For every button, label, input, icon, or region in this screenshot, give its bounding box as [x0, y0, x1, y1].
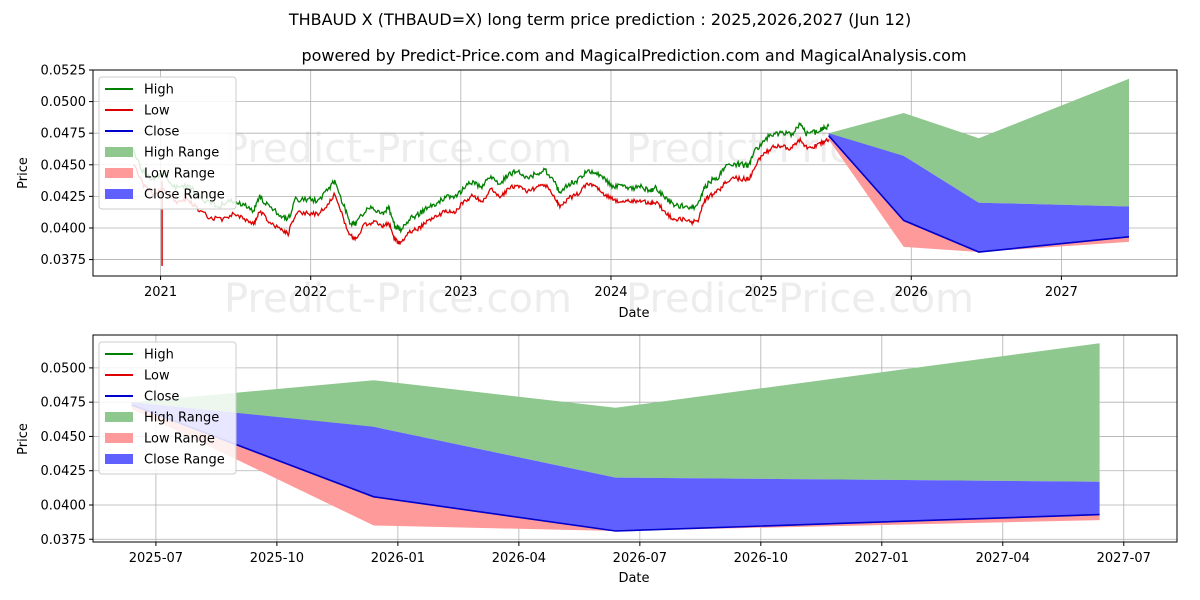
close-forecast-line: [131, 404, 1100, 532]
bottom-price-lines: [131, 404, 1100, 532]
bottom-y-axis: 0.0375 0.0400 0.0425 0.0450 0.0475 0.0500: [41, 361, 93, 548]
high-price-line: [132, 121, 830, 235]
bottom-range-areas: [131, 343, 1100, 531]
x-tick-label: 2026-04: [492, 551, 546, 566]
x-tick-label: 2022: [294, 285, 327, 300]
legend-label-low: Low: [144, 369, 170, 384]
low-range-area: [131, 404, 1100, 531]
x-tick-label: 2027-04: [976, 551, 1030, 566]
low-range-area: [828, 135, 1129, 252]
legend-label-close_range: Close Range: [144, 453, 225, 468]
legend-label-low: Low: [144, 104, 170, 119]
bottom-y-axis-label: Price: [16, 423, 31, 455]
top-y-axis: 0.0375 0.0400 0.0425 0.0450 0.0475 0.0500 0.05…: [41, 64, 93, 268]
legend-label-high: High: [144, 348, 174, 363]
y-tick-label: 0.0400: [41, 498, 87, 513]
top-legend: High Low Close High Range Low Range Close Ran…: [98, 76, 237, 210]
bottom-panel: Predict-Price.com Predict-Price.com 0.03…: [16, 334, 1178, 586]
y-tick-label: 0.0475: [41, 127, 87, 142]
legend-label-high_range: High Range: [144, 146, 219, 161]
legend-label-low_range: Low Range: [144, 432, 215, 447]
legend-label-close: Close: [144, 125, 179, 140]
legend-box: [98, 341, 237, 475]
close-range-area: [828, 133, 1129, 252]
top-x-axis: 2021 2022 2023 2024 2025 2026 2027: [144, 276, 1078, 300]
x-tick-label: 2026-07: [613, 551, 667, 566]
top-x-axis-label: Date: [618, 306, 649, 321]
legend-swatch-low_range: [105, 168, 133, 178]
y-tick-label: 0.0500: [41, 95, 87, 110]
legend-swatch-high_range: [105, 147, 133, 157]
high-range-area: [828, 78, 1129, 207]
top-y-axis-label: Price: [16, 157, 31, 189]
x-tick-label: 2024: [594, 285, 627, 300]
legend-label-close_range: Close Range: [144, 188, 225, 203]
watermark-text: Predict-Price.com: [224, 276, 572, 322]
x-tick-label: 2027-01: [855, 551, 909, 566]
x-tick-label: 2026: [895, 285, 928, 300]
x-tick-label: 2025-10: [250, 551, 304, 566]
high-range-area: [131, 343, 1100, 482]
watermark-text: Predict-Price.com: [224, 126, 572, 172]
top-range-areas: [828, 78, 1129, 252]
watermark-text: Predict-Price.com: [626, 276, 974, 322]
y-tick-label: 0.0525: [41, 64, 87, 79]
bottom-legend: High Low Close High Range Low Range Close Ran…: [98, 341, 237, 475]
y-tick-label: 0.0475: [41, 396, 87, 411]
chart-subtitle: powered by Predict-Price.com and Magical…: [301, 46, 966, 65]
legend-swatch-close_range: [105, 189, 133, 199]
legend-box: [98, 76, 237, 210]
legend-label-close: Close: [144, 390, 179, 405]
bottom-x-axis: 2025-07 2025-10 2026-01 2026-04 2026-07 2026-…: [129, 542, 1151, 566]
y-tick-label: 0.0400: [41, 221, 87, 236]
y-tick-label: 0.0375: [41, 253, 87, 268]
legend-swatch-low_range: [105, 433, 133, 443]
y-tick-label: 0.0425: [41, 190, 87, 205]
y-tick-label: 0.0375: [41, 533, 87, 548]
x-tick-label: 2025: [745, 285, 778, 300]
y-tick-label: 0.0450: [41, 430, 87, 445]
legend-label-high: High: [144, 83, 174, 98]
legend-swatch-close_range: [105, 454, 133, 464]
bottom-axes-frame: [92, 334, 1178, 543]
top-panel: Predict-Price.com Predict-Price.com Pred…: [16, 64, 1178, 322]
legend-swatch-high_range: [105, 412, 133, 422]
close-forecast-line: [828, 135, 1130, 253]
x-tick-label: 2026-01: [371, 551, 425, 566]
x-tick-label: 2023: [444, 285, 477, 300]
y-tick-label: 0.0450: [41, 158, 87, 173]
top-axes-frame: [92, 69, 1178, 277]
y-tick-label: 0.0500: [41, 361, 87, 376]
legend-label-high_range: High Range: [144, 411, 219, 426]
legend-label-low_range: Low Range: [144, 167, 215, 182]
bottom-x-axis-label: Date: [618, 571, 649, 586]
close-range-area: [131, 402, 1100, 531]
x-tick-label: 2021: [144, 285, 177, 300]
x-tick-label: 2025-07: [129, 551, 183, 566]
x-tick-label: 2027: [1045, 285, 1078, 300]
chart-title: THBAUD X (THBAUD=X) long term price pred…: [288, 10, 911, 29]
x-tick-label: 2027-07: [1097, 551, 1151, 566]
low-price-line: [132, 136, 830, 246]
y-tick-label: 0.0425: [41, 464, 87, 479]
x-tick-label: 2026-10: [734, 551, 788, 566]
